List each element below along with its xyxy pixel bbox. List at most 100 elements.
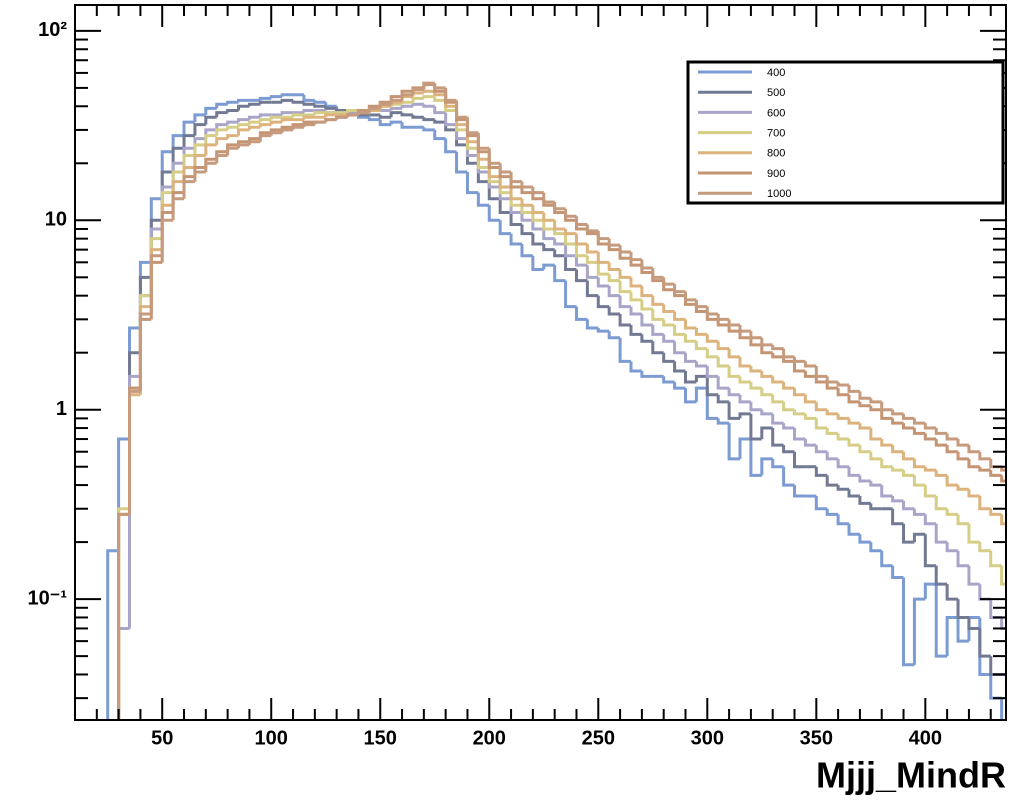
histogram-step <box>247 125 261 130</box>
histogram-step <box>553 220 566 231</box>
histogram-step <box>258 118 272 123</box>
histogram-step <box>923 466 937 472</box>
histogram-step <box>760 457 773 476</box>
histogram-step <box>825 409 839 416</box>
histogram-step <box>335 108 348 112</box>
histogram-step <box>836 514 850 526</box>
histogram-step <box>247 120 261 125</box>
legend-label: 800 <box>767 148 785 160</box>
histogram-step <box>956 514 969 526</box>
histogram-step <box>629 252 642 262</box>
histogram-step <box>836 433 850 441</box>
histogram-step <box>836 413 850 420</box>
histogram-step <box>378 102 392 109</box>
histogram-step <box>793 428 806 441</box>
histogram-step <box>324 118 337 123</box>
histogram-step <box>912 458 926 469</box>
histogram-step <box>771 413 784 425</box>
histogram-step <box>193 170 206 182</box>
histogram-step <box>367 117 381 122</box>
histogram-step <box>400 93 413 101</box>
histogram-step <box>912 597 926 665</box>
histogram-step <box>651 325 664 336</box>
histogram-step <box>226 120 239 125</box>
histogram-step <box>978 451 991 461</box>
histogram-step <box>476 192 490 207</box>
histogram-step <box>956 617 969 643</box>
histogram-step <box>902 470 915 477</box>
histogram-step <box>673 311 686 321</box>
histogram-step <box>880 485 893 498</box>
histogram-step <box>247 102 261 107</box>
histogram-step <box>640 371 653 378</box>
histogram-step <box>738 394 751 404</box>
histogram-step <box>618 337 631 363</box>
x-tick-label: 400 <box>909 727 942 749</box>
histogram-step <box>629 306 642 316</box>
histogram-step <box>858 496 871 505</box>
histogram-step <box>346 113 359 118</box>
histogram-step <box>171 197 185 221</box>
histogram-step <box>574 216 588 227</box>
histogram-step <box>422 95 435 99</box>
histogram-step <box>574 243 588 258</box>
histogram-step <box>814 418 828 430</box>
histogram-step <box>553 249 566 258</box>
plot-frame <box>74 4 1007 721</box>
histogram-step <box>509 212 522 227</box>
histogram-step <box>869 398 882 404</box>
histogram-step <box>204 143 217 156</box>
histogram-step <box>422 127 435 132</box>
histogram-step <box>673 361 686 373</box>
histogram-step <box>182 180 195 199</box>
histogram-step <box>324 106 337 110</box>
legend: 400 500 600 700 800 900 1000 <box>686 60 1005 205</box>
histogram-step <box>803 439 817 447</box>
histogram-step <box>553 238 566 246</box>
histogram-step <box>171 134 185 152</box>
histogram-step <box>662 277 675 286</box>
histogram-step <box>520 243 533 258</box>
histogram-step <box>749 439 762 477</box>
histogram-step <box>640 259 653 270</box>
histogram-step <box>574 306 588 321</box>
histogram-step <box>967 489 980 498</box>
histogram-step <box>836 382 850 387</box>
histogram-step <box>204 161 217 172</box>
histogram-step <box>694 374 708 383</box>
histogram-step <box>585 224 599 233</box>
histogram-step <box>215 123 228 130</box>
histogram-step <box>825 428 839 435</box>
histogram-step <box>389 106 403 111</box>
histogram-step <box>1000 475 1006 483</box>
histogram-step <box>727 348 740 359</box>
histogram-step <box>651 267 664 279</box>
histogram-step <box>411 102 424 107</box>
histogram-step <box>891 496 904 503</box>
histogram-step <box>902 423 915 430</box>
legend-label: 400 <box>767 67 785 79</box>
histogram-step <box>531 220 544 231</box>
histogram-step <box>782 445 795 454</box>
histogram-step <box>749 337 762 347</box>
histogram-step <box>705 348 719 359</box>
histogram-step <box>793 361 806 373</box>
histogram-step <box>258 134 272 142</box>
histogram-step <box>945 542 959 553</box>
histogram-step <box>520 224 533 236</box>
histogram-step <box>705 334 719 343</box>
histogram-step <box>498 220 512 236</box>
histogram-step <box>912 418 926 425</box>
histogram-step <box>193 123 206 136</box>
histogram-step <box>651 309 664 321</box>
histogram-step <box>978 628 991 658</box>
histogram-step <box>247 115 261 120</box>
histogram-step <box>956 439 969 447</box>
histogram-step <box>509 171 522 184</box>
histogram-step <box>793 409 806 416</box>
histogram-step <box>433 96 446 102</box>
histogram-step <box>662 319 675 327</box>
histogram-step <box>520 205 533 214</box>
histogram-step <box>749 413 762 441</box>
histogram-step <box>204 115 217 125</box>
